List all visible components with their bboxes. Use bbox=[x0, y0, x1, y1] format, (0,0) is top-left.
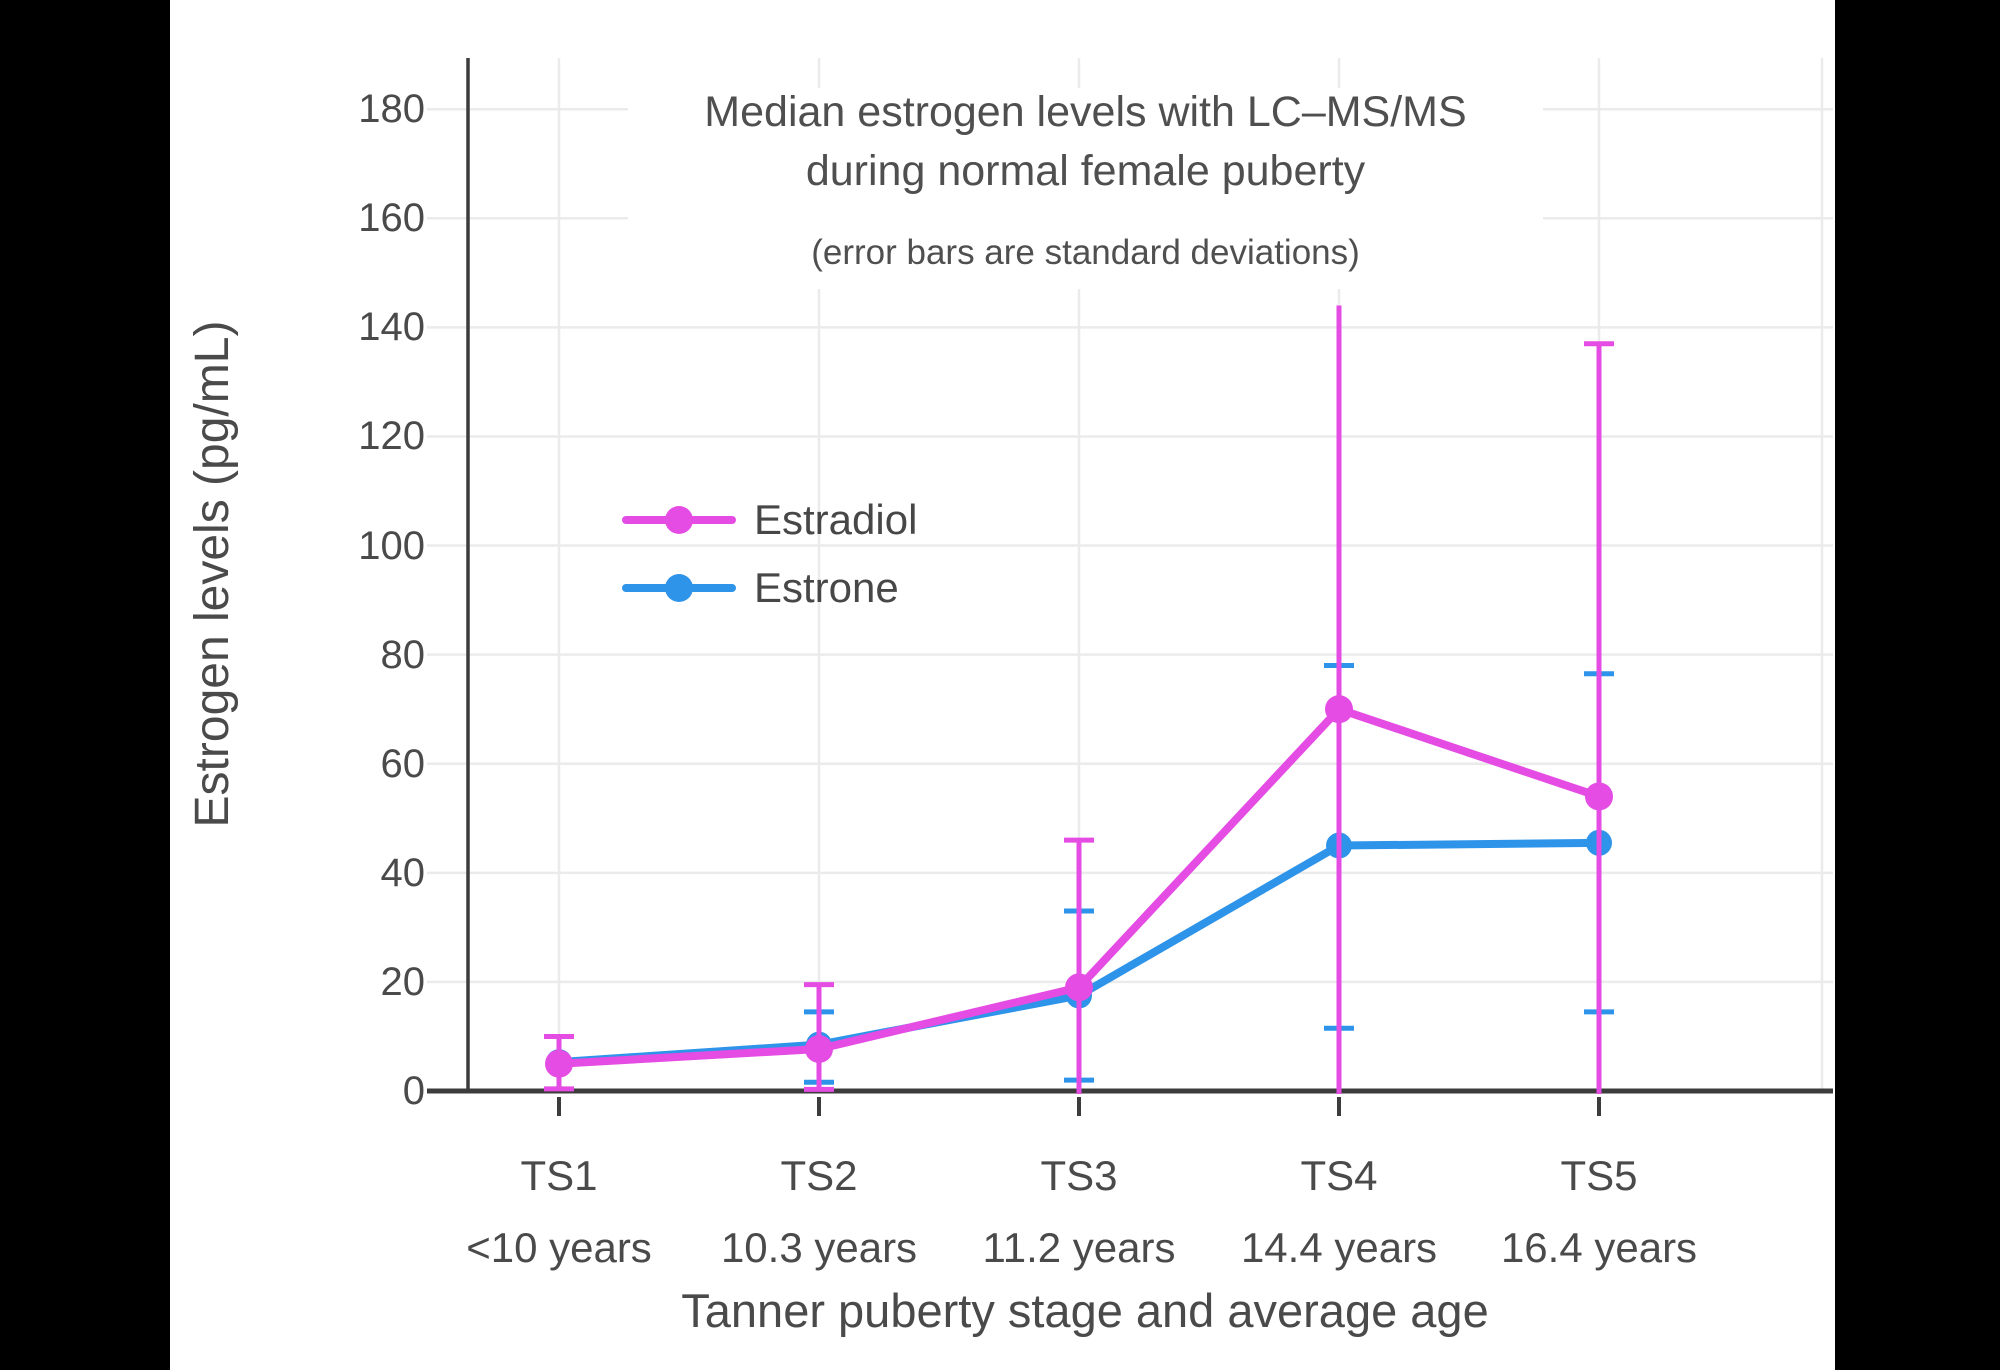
x-age-label: 10.3 years bbox=[720, 1224, 918, 1271]
legend-marker-estrone bbox=[665, 574, 693, 602]
y-tick-label: 40 bbox=[380, 850, 426, 895]
x-category-label: TS4 bbox=[1300, 1152, 1378, 1199]
x-axis-title: Tanner puberty stage and average age bbox=[681, 1284, 1489, 1337]
data-point-estradiol bbox=[1325, 695, 1353, 724]
x-age-label: 16.4 years bbox=[1500, 1224, 1698, 1271]
data-point-estradiol bbox=[545, 1049, 573, 1078]
x-category-label: TS1 bbox=[520, 1152, 598, 1199]
y-tick-label: 80 bbox=[380, 632, 426, 677]
x-category-label: TS5 bbox=[1560, 1152, 1638, 1199]
y-tick-label: 160 bbox=[358, 196, 425, 241]
x-age-label: 14.4 years bbox=[1240, 1224, 1438, 1271]
y-tick-label: 180 bbox=[358, 87, 425, 132]
y-tick-label: 0 bbox=[402, 1069, 425, 1113]
chart-subtitle: (error bars are standard deviations) bbox=[811, 233, 1360, 272]
legend-marker-estradiol bbox=[665, 506, 693, 534]
x-category-label: TS3 bbox=[1040, 1152, 1118, 1199]
x-age-label: <10 years bbox=[466, 1224, 652, 1271]
chart-title: Median estrogen levels with LC–MS/MS bbox=[704, 88, 1467, 136]
x-age-label: 11.2 years bbox=[982, 1224, 1176, 1271]
data-point-estradiol bbox=[1585, 782, 1613, 811]
legend-label-estrone: Estrone bbox=[754, 564, 899, 611]
y-tick-label: 100 bbox=[358, 523, 425, 568]
chart-title-block: Median estrogen levels with LC–MS/MS dur… bbox=[628, 88, 1543, 289]
y-tick-label: 120 bbox=[358, 414, 425, 459]
y-tick-label: 20 bbox=[380, 959, 426, 1004]
y-tick-label: 140 bbox=[358, 305, 425, 350]
legend-label-estradiol: Estradiol bbox=[754, 496, 918, 543]
data-point-estradiol bbox=[1065, 973, 1093, 1002]
chart-title-line2: during normal female puberty bbox=[805, 147, 1366, 195]
x-category-label: TS2 bbox=[780, 1152, 858, 1199]
y-tick-label: 60 bbox=[380, 741, 426, 786]
data-point-estradiol bbox=[805, 1035, 833, 1064]
